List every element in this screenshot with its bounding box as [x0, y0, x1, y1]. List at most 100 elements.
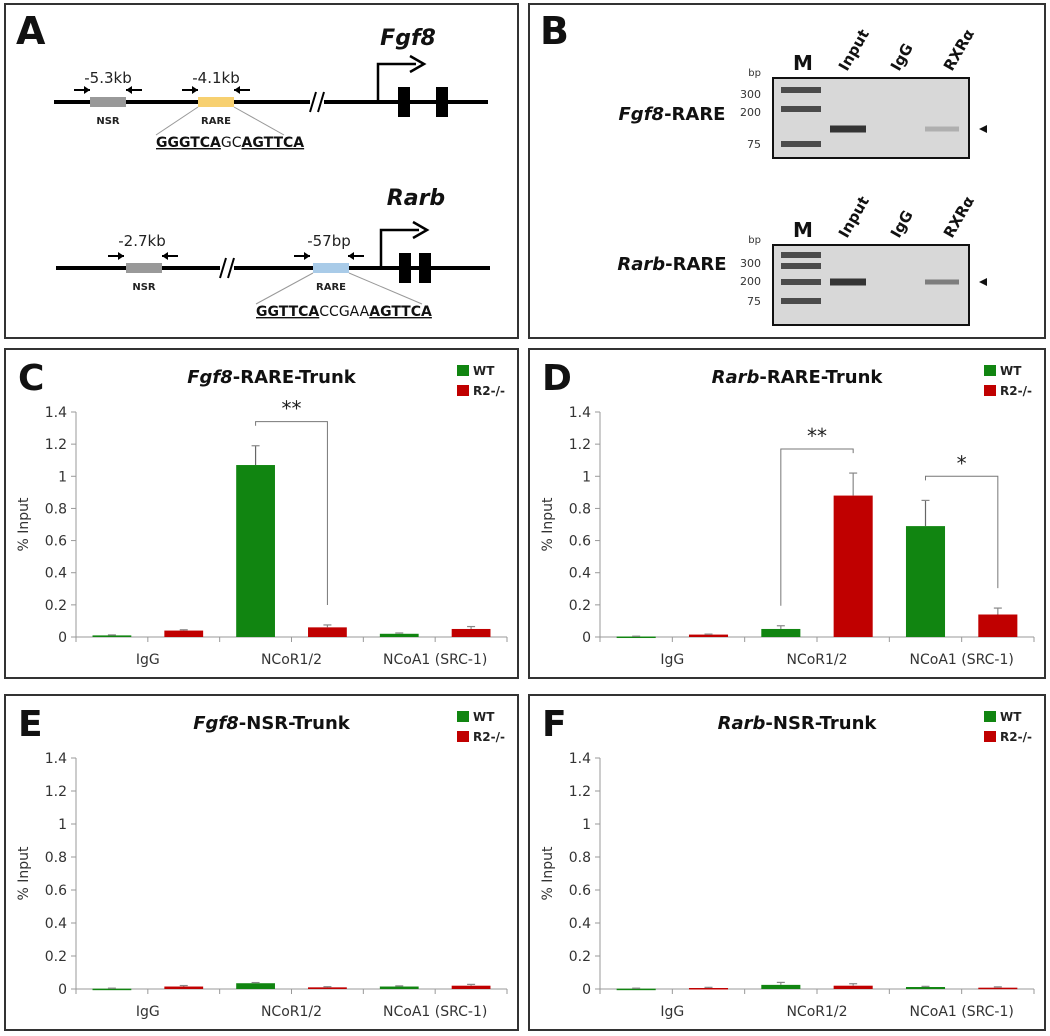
arrowhead-icon	[84, 86, 90, 94]
region-name: -RARE	[665, 254, 726, 275]
lane-label: RXRα	[940, 193, 978, 241]
significance-label: *	[957, 451, 967, 475]
legend-swatch-r2	[457, 731, 469, 742]
break-mark	[317, 91, 325, 113]
lane-label: RXRα	[940, 26, 978, 74]
break-mark	[227, 257, 235, 279]
lane-label: Input	[835, 26, 873, 74]
marker-band	[781, 106, 821, 112]
bar-r2	[978, 614, 1018, 637]
y-tick-label: 0.2	[45, 949, 67, 965]
bar-r2	[308, 987, 347, 989]
y-tick-label: 0.8	[569, 501, 591, 517]
bar-wt	[905, 526, 946, 637]
title-gene: Fgf8	[187, 367, 233, 388]
y-tick-label: 0.4	[569, 916, 591, 932]
chart-title: Rarb-RARE-Trunk	[712, 367, 884, 388]
marker-band	[781, 263, 821, 269]
input-band	[830, 125, 866, 133]
bp-unit-label: bp	[748, 235, 761, 246]
exon	[436, 87, 448, 117]
bar-chart: C Fgf8-RARE-Trunk WT R2-/- 0 0.2 0.4 0.6 0.8 1 1.2…	[16, 358, 508, 668]
panel-label: E	[18, 704, 43, 745]
rare-sequence: GGGTCAGCAGTTCA	[156, 135, 304, 151]
legend-label-r2: R2-/-	[473, 730, 505, 744]
connector-line	[255, 272, 314, 305]
panel-label: D	[542, 358, 572, 399]
title-rest: -RARE-Trunk	[759, 367, 883, 388]
bar-r2	[688, 634, 729, 637]
connector-line	[233, 106, 285, 136]
gene-rarb: NSR RARE -2.7kb -57bp Rarb GGTTCACCGAAAGTTCA	[56, 186, 490, 320]
marker-size-label: 300	[740, 257, 761, 270]
legend-label-r2: R2-/-	[1000, 730, 1032, 744]
rxr-band	[925, 126, 959, 132]
significance-bracket	[255, 421, 328, 605]
legend-label-wt: WT	[473, 710, 495, 724]
y-tick-label: 1.4	[45, 751, 67, 767]
marker-size-label: 75	[747, 295, 761, 308]
connector-line	[155, 106, 199, 136]
gene-name: Fgf8	[619, 104, 665, 125]
sequence-segment: CCGAA	[319, 304, 369, 320]
bar-wt	[761, 628, 801, 637]
x-tick-label: NCoA1 (SRC-1)	[910, 1004, 1014, 1020]
panel-e: E Fgf8-NSR-Trunk WT R2-/- 0 0.2 0.4 0.6 0.8 1 1.2 1…	[4, 694, 519, 1031]
y-tick-label: 0	[582, 982, 591, 998]
x-tick-label: IgG	[136, 652, 160, 668]
connector-line	[348, 272, 423, 305]
y-tick-label: 1	[58, 469, 67, 485]
rare-position: -4.1kb	[192, 69, 239, 87]
title-rest: -NSR-Trunk	[239, 713, 351, 734]
y-tick-label: 1.2	[45, 437, 67, 453]
arrowhead-icon	[162, 252, 168, 260]
y-tick-label: 0.8	[45, 501, 67, 517]
lane-label: M	[793, 51, 813, 75]
marker-size-label: 300	[740, 88, 761, 101]
rare-label: RARE	[201, 116, 231, 127]
arrowhead-icon	[304, 252, 310, 260]
gel-fgf8: M Input IgG RXRα bp 300 200 75 Fgf8-RARE	[619, 26, 987, 159]
y-tick-label: 0.6	[45, 534, 67, 550]
y-tick-label: 0.8	[569, 850, 591, 866]
sequence-segment: AGTTCA	[369, 304, 432, 320]
y-tick-label: 0.4	[45, 916, 67, 932]
arrowhead-icon	[409, 54, 427, 74]
x-tick-label: IgG	[660, 652, 684, 668]
y-tick-label: 0.2	[569, 949, 591, 965]
y-tick-label: 0.2	[45, 598, 67, 614]
y-tick-label: 1	[58, 817, 67, 833]
rare-sequence: GGTTCACCGAAAGTTCA	[256, 304, 432, 320]
region-name: -RARE	[664, 104, 725, 125]
nsr-label: NSR	[132, 282, 156, 293]
gel-title: Rarb-RARE	[617, 254, 726, 275]
marker-band	[781, 141, 821, 147]
gene-name: Rarb	[387, 186, 445, 211]
x-tick-label: NCoA1 (SRC-1)	[383, 652, 487, 668]
y-axis-label: % Input	[540, 846, 556, 901]
bar-wt	[236, 465, 275, 637]
tss-arrow-icon	[376, 62, 416, 102]
gene-fgf8: NSR RARE -5.3kb -4.1kb Fgf8 GGGTCAGCAGTTCA	[54, 26, 488, 151]
y-tick-label: 1	[582, 469, 591, 485]
bar-r2	[451, 985, 491, 989]
panel-b: B M Input IgG RXRα bp 300 200 75 Fgf8-RARE M Input…	[528, 3, 1046, 339]
arrowhead-icon	[348, 252, 354, 260]
nsr-region	[90, 97, 126, 107]
legend-swatch-r2	[984, 731, 996, 742]
bar-r2	[978, 987, 1018, 990]
tss-arrow-icon	[379, 228, 419, 268]
bar-wt	[236, 983, 275, 989]
y-tick-label: 0.6	[569, 883, 591, 899]
y-tick-label: 0	[58, 982, 67, 998]
nsr-region	[126, 263, 162, 273]
legend-swatch-wt	[457, 711, 469, 722]
gene-name: Rarb	[617, 254, 665, 275]
rare-label: RARE	[316, 282, 346, 293]
bar-r2	[451, 628, 491, 637]
break-gap	[310, 98, 324, 106]
sequence-segment: GGGTCA	[156, 135, 221, 151]
x-tick-label: NCoA1 (SRC-1)	[383, 1004, 487, 1020]
